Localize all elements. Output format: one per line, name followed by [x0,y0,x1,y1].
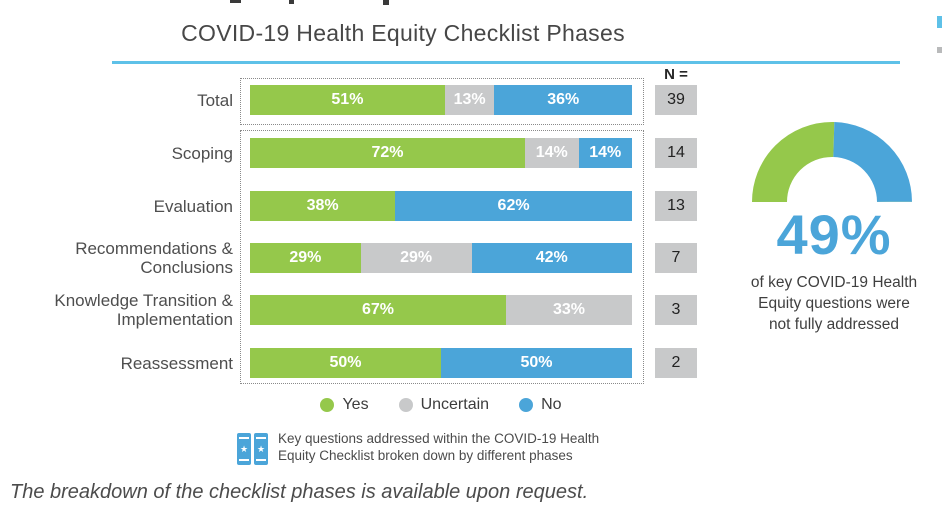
bar-segment-no: 36% [494,85,632,115]
stacked-bar-reassessment: 50% 50% [250,348,632,378]
bar-segment-no: 50% [441,348,632,378]
n-value-box-evaluation: 13 [655,191,697,221]
n-equals-header: N = [664,66,688,83]
gauge-value: 49% [776,203,892,266]
gauge-arc-no [752,122,912,203]
row-label-evaluation: Evaluation [153,196,233,216]
footnote-text: Key questions addressed within the COVID… [278,430,638,464]
n-value-box-recommendations-conclusions: 7 [655,243,697,273]
gauge-caption: of key COVID-19 Health Equity questions … [742,272,926,335]
bar-segment-yes: 72% [250,138,526,168]
legend-dot-uncertain [398,398,413,412]
row-label-scoping: Scoping [171,143,233,163]
bar-segment-uncertain: 13% [444,85,495,115]
bar-segment-no: 62% [395,191,632,221]
stacked-bar-knowledge-transition-implementation: 67% 33% [250,295,632,325]
row-label-total: Total [197,90,233,110]
title-underline [112,61,900,64]
row-label-recommendations-conclusions: Recommendations & Conclusions [75,239,233,277]
bar-segment-uncertain: 14% [525,138,579,168]
phase-rows-dotted-outline [240,130,644,384]
checklist-badges-icon: ★ ★ [237,433,268,465]
legend-label: Yes [342,396,369,413]
legend-dot-no [519,398,534,412]
row-label-knowledge-transition-implementation: Knowledge Transition & Implementation [54,291,233,329]
bar-segment-uncertain: 29% [360,243,472,273]
gauge-arc-yes [752,122,912,203]
cropped-text-artifact [289,0,294,4]
gauge-caption-line-1: of key COVID-19 Health [750,274,918,291]
stacked-bar-evaluation: 38% 62% [250,191,632,221]
footnote-line-1: Key questions addressed within the COVID… [278,431,600,446]
n-value-box-reassessment: 2 [655,348,697,378]
cropped-text-artifact [383,0,389,5]
n-value-box-scoping: 14 [655,138,697,168]
cropped-edge-artifact [937,47,942,53]
gauge-caption-line-3: not fully addressed [768,316,900,333]
bar-segment-yes: 51% [250,85,445,115]
footnote-line-2: Equity Checklist broken down by differen… [278,448,573,463]
chart-legend: Yes Uncertain No [240,395,642,415]
stacked-bar-total: 51% 13% 36% [250,85,632,115]
badge-star-icon: ★ [254,433,268,465]
cropped-edge-artifact [937,16,942,28]
bar-segment-uncertain: 33% [505,295,632,325]
n-value-box-knowledge-transition-implementation: 3 [655,295,697,325]
legend-item-uncertain: Uncertain [398,396,490,414]
chart-title: COVID-19 Health Equity Checklist Phases [181,20,625,46]
bar-segment-yes: 29% [250,243,361,273]
badge-star-icon: ★ [237,433,251,465]
bar-segment-no: 14% [578,138,632,168]
stacked-bar-scoping: 72% 14% 14% [250,138,632,168]
cropped-text-artifact [230,0,241,3]
bar-segment-yes: 38% [250,191,396,221]
legend-item-yes: Yes [320,396,369,414]
row-label-reassessment: Reassessment [120,353,233,373]
n-value-box-total: 39 [655,85,697,115]
stacked-bar-recommendations-conclusions: 29% 29% 42% [250,243,632,273]
gauge-caption-line-2: Equity questions were [758,295,910,312]
legend-dot-yes [320,398,335,412]
semicircle-gauge [752,122,912,203]
total-row-dotted-outline [240,78,644,125]
bar-segment-yes: 67% [250,295,506,325]
bar-segment-no: 42% [471,243,632,273]
legend-label: Uncertain [420,396,490,413]
bottom-note: The breakdown of the checklist phases is… [10,481,589,503]
legend-label: No [541,396,562,413]
bar-segment-yes: 50% [250,348,441,378]
legend-item-no: No [519,396,562,414]
